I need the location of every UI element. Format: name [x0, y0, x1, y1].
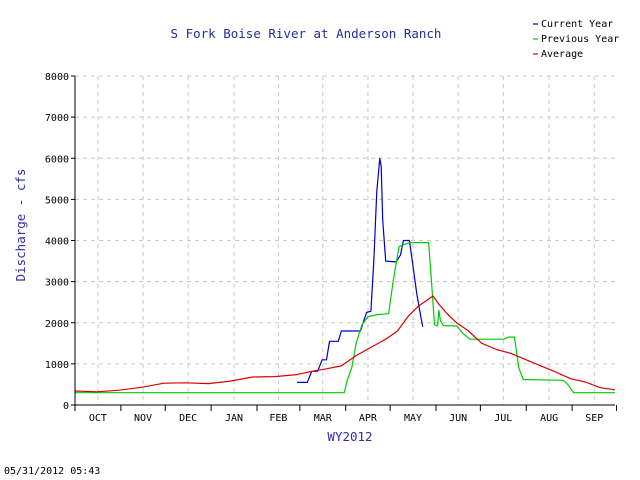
- x-axis-label: WY2012: [327, 429, 372, 444]
- y-tick-label: 7000: [45, 113, 69, 124]
- series-line-current-year: [296, 157, 424, 383]
- x-tick-label: MAR: [314, 413, 333, 424]
- x-tick-label: NOV: [134, 413, 152, 424]
- x-tick-label: MAY: [404, 413, 422, 424]
- y-tick-label: 1000: [45, 360, 69, 371]
- y-tick-label: 5000: [45, 195, 69, 206]
- y-tick-label: 2000: [45, 319, 69, 330]
- x-tick-label: OCT: [89, 413, 107, 424]
- y-tick-label: 3000: [45, 278, 69, 289]
- x-tick-label: DEC: [179, 413, 197, 424]
- y-tick-label: 4000: [45, 237, 69, 248]
- y-tick-label: 0: [63, 401, 69, 412]
- y-tick-labels: 0 1000 2000 3000 4000 5000 6000 7000 8000: [45, 72, 69, 412]
- series-lines: [74, 157, 616, 394]
- legend-label-average: Average: [541, 49, 583, 60]
- x-tick-label: AUG: [540, 413, 558, 424]
- series-line-previous-year: [75, 242, 615, 394]
- x-tick-label: FEB: [269, 413, 287, 424]
- y-tick-label: 6000: [45, 154, 69, 165]
- x-tick-label: JAN: [225, 413, 243, 424]
- x-tick-label: APR: [359, 413, 378, 424]
- series-line-average: [74, 295, 616, 393]
- chart-title: S Fork Boise River at Anderson Ranch: [171, 26, 442, 41]
- timestamp: 05/31/2012 05:43: [4, 466, 100, 477]
- y-tick-label: 8000: [45, 72, 69, 83]
- y-axis-label: Discharge - cfs: [13, 169, 28, 282]
- axes: [71, 75, 617, 411]
- legend-label-current-year: Current Year: [541, 19, 613, 30]
- x-tick-label: SEP: [585, 413, 603, 424]
- x-tick-labels: OCT NOV DEC JAN FEB MAR APR MAY JUN JUL AUG SEP: [89, 413, 603, 424]
- grid: [75, 75, 615, 405]
- legend: Current Year Previous Year Average: [533, 19, 619, 60]
- x-tick-label: JUL: [494, 413, 512, 424]
- x-tick-label: JUN: [449, 413, 467, 424]
- legend-label-previous-year: Previous Year: [541, 34, 619, 45]
